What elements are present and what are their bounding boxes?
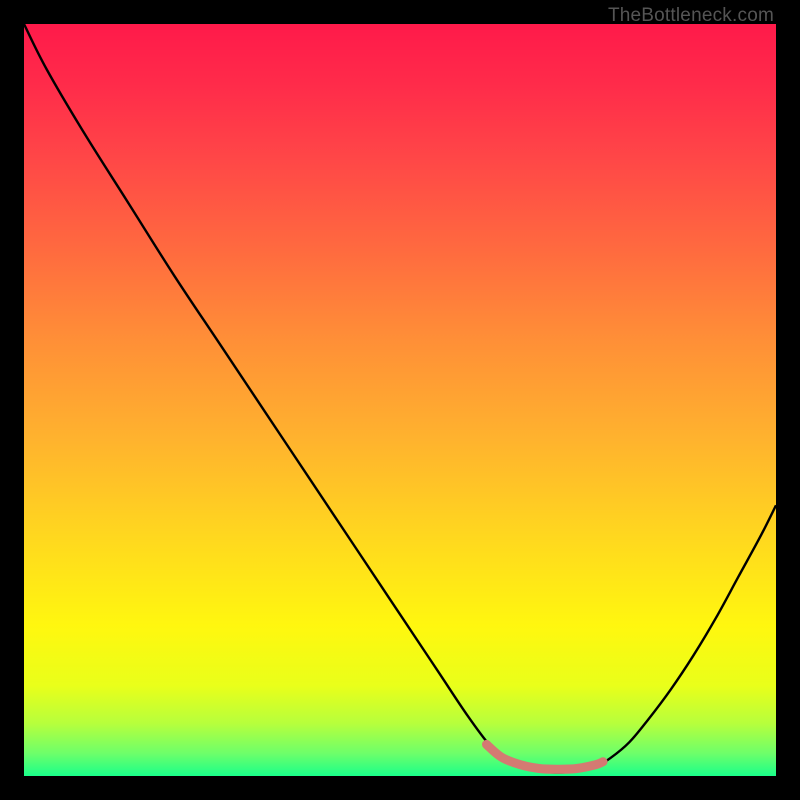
bottleneck-curve xyxy=(24,24,776,772)
chart-container: TheBottleneck.com xyxy=(0,0,800,800)
curve-layer xyxy=(24,24,776,776)
optimal-band xyxy=(486,744,603,769)
